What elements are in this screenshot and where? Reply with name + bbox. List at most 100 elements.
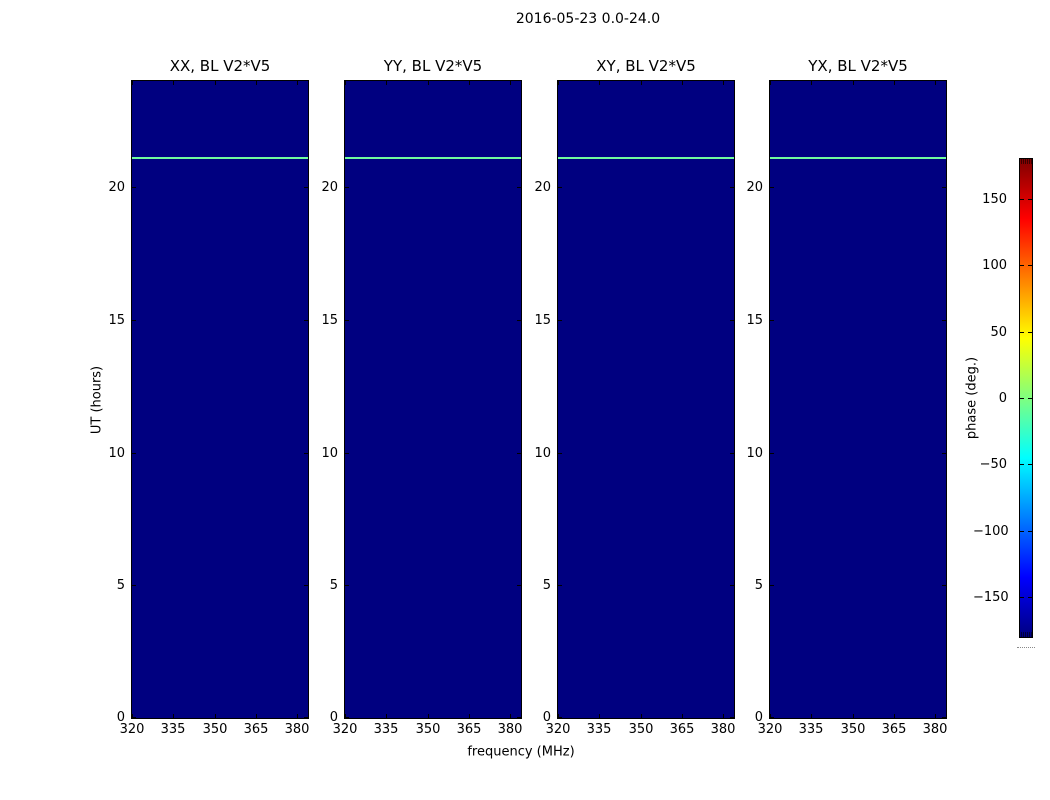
y-tick-mark <box>558 585 562 586</box>
x-tick-label: 320 <box>119 722 145 737</box>
colorbar-tick-label: 50 <box>990 325 1007 340</box>
x-tick-label: 380 <box>497 722 523 737</box>
colorbar-tick-mark <box>1028 464 1032 465</box>
figure-title: 2016-05-23 0.0-24.0 <box>515 11 661 27</box>
colorbar-tick-mark <box>1028 265 1032 266</box>
x-tick-mark <box>558 714 559 718</box>
x-tick-label: 350 <box>840 722 866 737</box>
x-tick-mark <box>558 81 559 85</box>
x-tick-mark <box>256 81 257 85</box>
y-tick-mark <box>942 453 946 454</box>
colorbar-edge-hatch <box>1027 159 1028 164</box>
x-tick-mark <box>599 81 600 85</box>
x-tick-mark <box>853 714 854 718</box>
y-tick-mark <box>345 187 349 188</box>
y-tick-label: 20 <box>108 180 125 195</box>
x-tick-mark <box>510 81 511 85</box>
colorbar-tick-mark <box>1020 531 1024 532</box>
y-tick-mark <box>558 717 562 718</box>
y-tick-label: 0 <box>329 710 338 725</box>
panel-title: YY, BL V2*V5 <box>383 57 483 75</box>
y-tick-mark <box>132 187 136 188</box>
y-tick-label: 10 <box>746 446 763 461</box>
y-tick-mark <box>770 320 774 321</box>
colorbar-tick-mark <box>1028 332 1032 333</box>
y-tick-mark <box>558 320 562 321</box>
y-tick-mark <box>517 453 521 454</box>
x-tick-mark <box>641 714 642 718</box>
colorbar-tick-mark <box>1020 199 1024 200</box>
y-tick-mark <box>770 453 774 454</box>
x-tick-mark <box>510 714 511 718</box>
x-tick-mark <box>297 714 298 718</box>
colorbar-tick-label: −100 <box>973 524 1009 539</box>
panel-title: XX, BL V2*V5 <box>169 57 271 75</box>
x-tick-label: 350 <box>628 722 654 737</box>
y-tick-label: 10 <box>321 446 338 461</box>
y-tick-mark <box>517 717 521 718</box>
x-tick-mark <box>386 81 387 85</box>
y-tick-mark <box>770 187 774 188</box>
y-tick-mark <box>558 453 562 454</box>
y-tick-mark <box>730 453 734 454</box>
y-tick-mark <box>730 320 734 321</box>
y-tick-mark <box>517 320 521 321</box>
x-tick-label: 380 <box>284 722 310 737</box>
x-tick-label: 365 <box>669 722 695 737</box>
colorbar-edge-hatch <box>1027 632 1028 637</box>
x-tick-mark <box>853 81 854 85</box>
y-tick-mark <box>304 453 308 454</box>
colorbar-tick-mark <box>1020 265 1024 266</box>
y-tick-label: 5 <box>116 578 125 593</box>
colorbar-tick-mark <box>1028 597 1032 598</box>
y-tick-label: 15 <box>321 313 338 328</box>
colorbar-tick-label: −50 <box>979 457 1007 472</box>
phase-stripe <box>345 157 521 159</box>
x-tick-mark <box>770 714 771 718</box>
x-tick-mark <box>215 714 216 718</box>
x-tick-mark <box>469 714 470 718</box>
x-tick-mark <box>297 81 298 85</box>
y-tick-label: 20 <box>746 180 763 195</box>
colorbar-edge-hatch <box>1031 632 1032 637</box>
x-tick-mark <box>770 81 771 85</box>
colorbar-dotted-underline <box>1017 647 1035 648</box>
x-tick-mark <box>469 81 470 85</box>
colorbar <box>1019 158 1033 638</box>
x-tick-mark <box>811 81 812 85</box>
x-tick-label: 335 <box>798 722 824 737</box>
y-tick-label: 5 <box>329 578 338 593</box>
y-tick-label: 0 <box>116 710 125 725</box>
y-tick-mark <box>942 187 946 188</box>
colorbar-tick-label: 100 <box>982 258 1007 273</box>
colorbar-tick-label: −150 <box>973 590 1009 605</box>
x-tick-mark <box>256 714 257 718</box>
y-tick-label: 0 <box>542 710 551 725</box>
colorbar-edge-hatch <box>1031 159 1032 164</box>
x-tick-mark <box>935 81 936 85</box>
y-tick-mark <box>517 585 521 586</box>
y-tick-mark <box>345 585 349 586</box>
y-tick-mark <box>942 320 946 321</box>
x-tick-mark <box>894 81 895 85</box>
x-axis-label: frequency (MHz) <box>467 744 575 760</box>
y-tick-mark <box>770 717 774 718</box>
x-tick-mark <box>132 81 133 85</box>
y-tick-mark <box>304 320 308 321</box>
y-tick-label: 10 <box>534 446 551 461</box>
colorbar-edge-hatch <box>1023 632 1024 637</box>
x-tick-label: 335 <box>373 722 399 737</box>
x-tick-label: 365 <box>456 722 482 737</box>
colorbar-edge-hatch <box>1023 159 1024 164</box>
phase-stripe <box>770 157 946 159</box>
colorbar-edge-hatch <box>1029 159 1030 164</box>
y-tick-label: 15 <box>746 313 763 328</box>
x-tick-label: 350 <box>202 722 228 737</box>
colorbar-edge-hatch <box>1021 632 1022 637</box>
y-tick-mark <box>132 585 136 586</box>
y-tick-mark <box>770 585 774 586</box>
heatmap-panel <box>769 80 947 719</box>
y-tick-mark <box>304 187 308 188</box>
y-tick-label: 20 <box>321 180 338 195</box>
